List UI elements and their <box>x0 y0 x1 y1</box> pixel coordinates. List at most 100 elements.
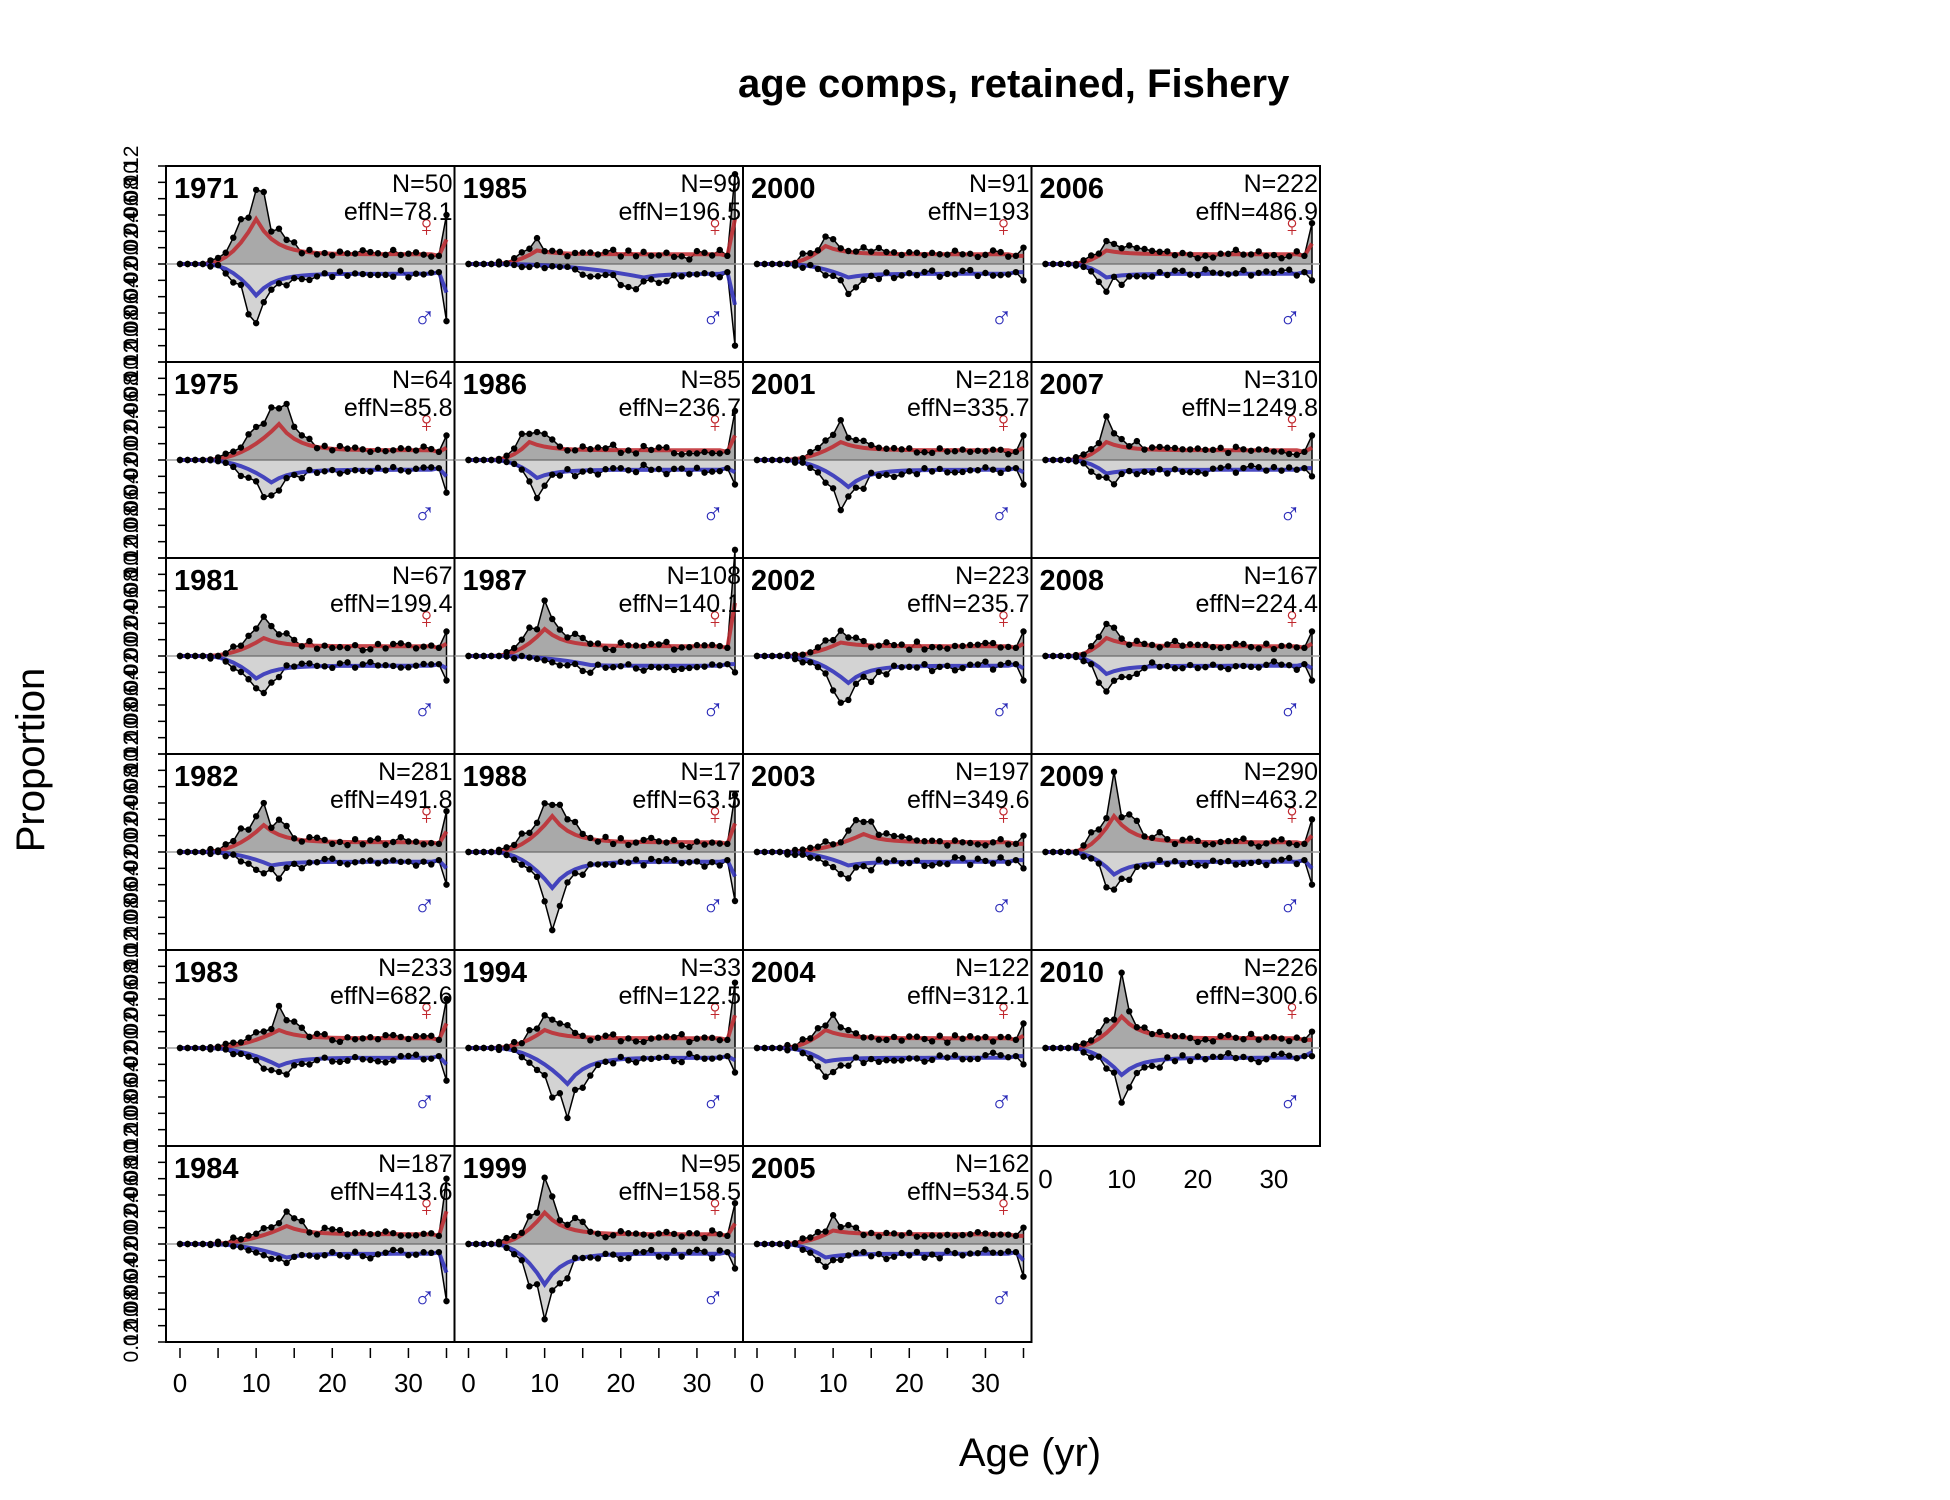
observed-male-point <box>609 1251 617 1258</box>
observed-female-point <box>906 249 913 256</box>
observed-female-point <box>921 1035 928 1043</box>
observed-male-point <box>1020 1273 1027 1280</box>
observed-male-point <box>807 464 814 472</box>
observed-female-point <box>640 642 647 650</box>
x-tick-label: 0 <box>173 1368 187 1398</box>
observed-female-point <box>351 250 359 257</box>
observed-male-point <box>214 1044 222 1052</box>
observed-female-point <box>693 1035 701 1042</box>
observed-male-point <box>579 468 586 475</box>
observed-female-point <box>724 448 731 456</box>
panel-n-label: N=223 <box>955 562 1029 590</box>
observed-female-point <box>1080 257 1087 264</box>
observed-female-point <box>663 839 670 846</box>
observed-female-point <box>632 450 640 457</box>
y-tick-label: 0.12 <box>120 538 143 579</box>
observed-female-point <box>579 1032 586 1039</box>
observed-male-point <box>199 848 207 856</box>
observed-female-point <box>443 995 450 1003</box>
observed-male-point <box>617 464 624 472</box>
observed-female-point <box>549 247 556 254</box>
observed-female-point <box>921 838 928 845</box>
observed-male-point <box>207 655 214 662</box>
observed-male-point <box>405 274 412 281</box>
observed-female-point <box>382 251 389 259</box>
observed-female-point <box>1293 644 1300 651</box>
observed-female-point <box>367 1034 374 1041</box>
observed-female-point <box>1232 640 1240 648</box>
observed-female-point <box>1012 448 1020 456</box>
observed-male-point <box>928 267 936 274</box>
observed-male-point <box>579 1254 586 1262</box>
observed-male-point <box>609 465 617 472</box>
observed-female-point <box>1255 248 1262 255</box>
observed-male-point <box>1179 861 1186 869</box>
observed-male-point <box>648 1246 655 1254</box>
observed-male-point <box>1005 465 1012 472</box>
observed-female-point <box>518 636 525 643</box>
female-symbol: ♀ <box>415 406 438 439</box>
observed-female-point <box>260 420 267 427</box>
observed-female-point <box>944 251 951 258</box>
observed-male-point <box>1308 277 1316 284</box>
observed-male-point <box>868 1055 875 1063</box>
observed-female-point <box>989 1231 997 1239</box>
observed-female-point <box>967 448 974 456</box>
observed-male-point <box>693 271 701 278</box>
observed-male-point <box>1308 1052 1316 1060</box>
observed-male-point <box>822 860 829 867</box>
observed-female-point <box>1110 430 1118 437</box>
panel-year-label: 1985 <box>463 173 528 205</box>
observed-male-point <box>670 666 678 674</box>
observed-male-point <box>1293 1055 1300 1062</box>
observed-female-point <box>997 1033 1004 1041</box>
observed-male-point <box>799 851 806 858</box>
observed-male-point <box>428 269 435 276</box>
observed-male-point <box>587 1254 594 1261</box>
observed-male-point <box>571 869 579 877</box>
observed-male-point <box>503 1044 510 1052</box>
observed-male-point <box>594 1061 602 1069</box>
observed-female-point <box>686 256 693 263</box>
observed-female-point <box>1255 843 1262 850</box>
observed-male-point <box>731 1069 739 1076</box>
observed-male-point <box>428 661 435 668</box>
observed-male-point <box>495 1046 503 1054</box>
observed-male-point <box>1118 470 1125 478</box>
observed-female-point <box>268 404 275 411</box>
y-tick-label: 0.10 <box>120 325 143 366</box>
observed-male-point <box>420 464 427 471</box>
observed-male-point <box>510 460 518 468</box>
observed-male-point <box>275 487 283 494</box>
panel-year-label: 1988 <box>463 761 528 793</box>
observed-male-point <box>989 1049 997 1056</box>
observed-female-point <box>716 840 723 847</box>
observed-female-area <box>757 1013 1025 1049</box>
observed-female-point <box>883 830 890 837</box>
observed-female-point <box>883 445 890 452</box>
observed-female-point <box>237 444 245 451</box>
observed-male-point <box>913 664 921 671</box>
observed-female-point <box>837 1024 844 1031</box>
observed-female-point <box>997 446 1004 453</box>
observed-male-point <box>443 1297 450 1305</box>
observed-male-point <box>602 466 609 473</box>
male-symbol: ♂ <box>990 1086 1013 1119</box>
observed-female-point <box>1020 432 1027 439</box>
observed-female-point <box>845 1026 852 1034</box>
observed-female-point <box>321 1031 328 1038</box>
observed-male-point <box>587 861 594 868</box>
panel-year-label: 2008 <box>1040 565 1105 597</box>
observed-male-point <box>1148 273 1156 280</box>
observed-female-point <box>883 248 890 256</box>
observed-female-point <box>268 1224 275 1231</box>
observed-female-point <box>313 834 321 841</box>
observed-female-point <box>1020 628 1027 635</box>
observed-male-point <box>1217 464 1224 472</box>
observed-female-point <box>1255 645 1262 652</box>
observed-female-point <box>291 239 298 246</box>
observed-male-point <box>1171 267 1179 274</box>
observed-female-point <box>428 445 435 453</box>
observed-male-point <box>405 664 412 671</box>
observed-male-point <box>390 273 397 280</box>
